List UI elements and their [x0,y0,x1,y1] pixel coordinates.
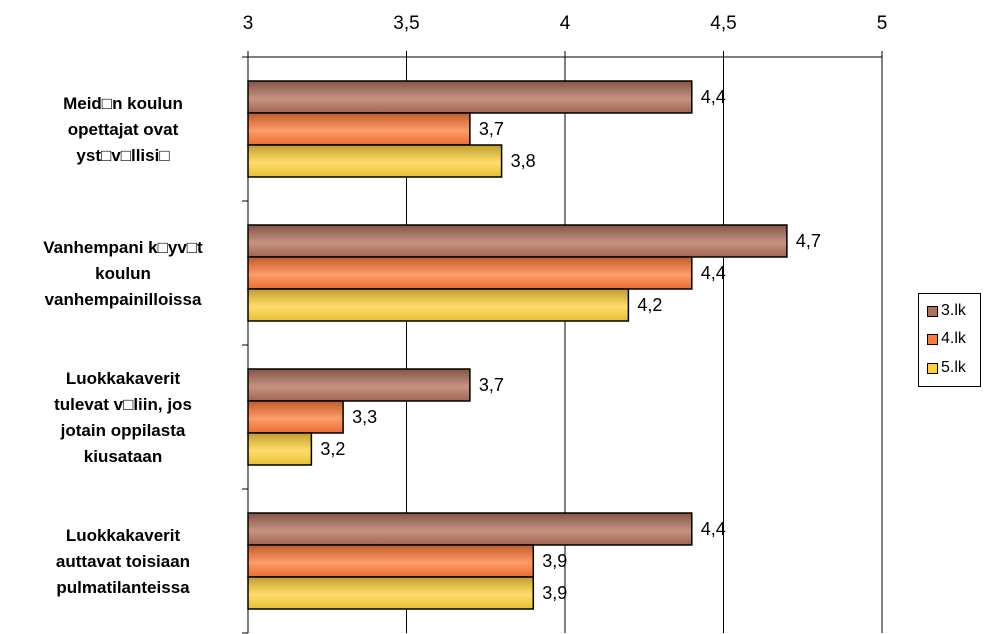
data-label: 3,9 [542,583,567,603]
data-label: 3,7 [479,375,504,395]
category-label: kiusataan [84,447,162,466]
x-tick-label: 3,5 [393,13,419,34]
category-label: Meid□n koulun [63,94,183,113]
data-label: 4,7 [796,231,821,251]
data-label: 4,4 [701,87,726,107]
category-label: jotain oppilasta [60,421,186,440]
category-label: opettajat ovat [68,120,179,139]
bar [247,400,344,434]
legend: 3.lk 4.lk 5.lk [918,293,981,387]
data-labels: 4,4 3,7 3,8 4,7 4,4 4,2 3,7 3,3 3,2 4,4 3,9 3,9 [320,87,821,603]
category-label: Vanhempani k□yv□t [43,238,203,257]
category-label: Luokkakaverit [66,369,181,388]
x-tick-label: 5 [877,13,888,34]
x-axis: 3 3,5 4 4,5 5 [243,13,888,58]
data-label: 3,7 [479,119,504,139]
legend-swatch-3lk [927,305,938,317]
data-label: 3,2 [320,439,345,459]
legend-swatch-4lk [927,333,938,345]
category-label: yst□v□llisi□ [76,146,169,165]
category-label: pulmatilanteissa [56,578,190,597]
y-axis [242,56,249,634]
data-label: 3,3 [352,407,377,427]
category-label: tulevat v□liin, jos [54,395,192,414]
bar [247,432,313,466]
legend-label-4lk: 4.lk [941,330,966,347]
bar [247,512,693,546]
bar [247,80,693,114]
data-label: 3,9 [542,551,567,571]
data-label: 3,8 [511,151,536,171]
data-label: 4,4 [701,519,726,539]
category-label: Luokkakaverit [66,526,181,545]
legend-item-5lk: 5.lk [927,359,966,376]
data-label: 4,4 [701,263,726,283]
bar [247,112,471,146]
legend-label-5lk: 5.lk [941,359,966,376]
category-labels: Meid□n koulun opettajat ovat yst□v□llisi□ V… [43,94,203,597]
category-label: vanhempainilloissa [45,290,202,309]
legend-swatch-5lk [927,362,938,374]
x-tick-label: 3 [243,13,254,34]
bar [247,288,630,322]
data-label: 4,2 [637,295,662,315]
category-label: koulun [95,264,151,283]
bar [247,544,535,578]
bars [247,80,788,610]
bar [247,256,693,290]
bar [247,368,471,402]
bar [247,224,788,258]
legend-item-3lk: 3.lk [927,302,966,319]
bar [247,576,535,610]
bar [247,144,503,178]
legend-item-4lk: 4.lk [927,330,966,347]
x-tick-label: 4,5 [710,13,736,34]
category-label: auttavat toisiaan [56,552,190,571]
x-tick-label: 4 [560,13,571,34]
legend-label-3lk: 3.lk [941,302,966,319]
